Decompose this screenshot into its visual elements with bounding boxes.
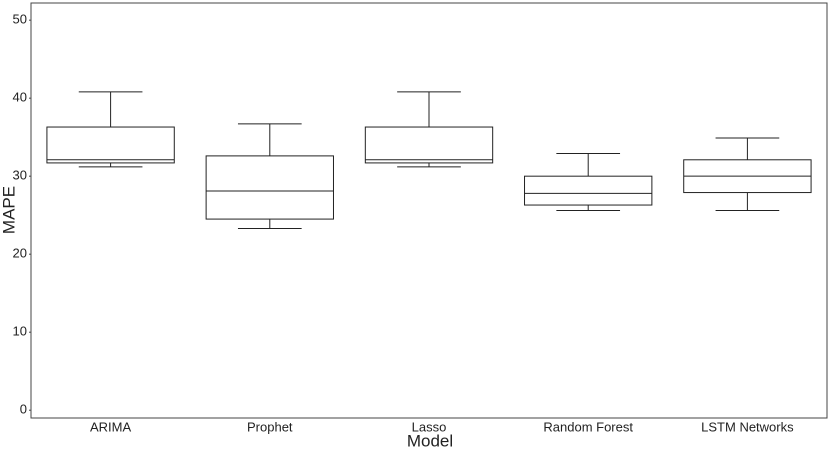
- box: [524, 175, 653, 206]
- x-tick-label: Prophet: [247, 419, 293, 434]
- plot-frame: [30, 2, 828, 419]
- y-tick-label: 10: [13, 324, 27, 339]
- x-tick-label: ARIMA: [90, 419, 132, 434]
- y-axis-title: MAPE: [0, 186, 18, 234]
- x-tick-label: Random Forest: [543, 419, 633, 434]
- box: [364, 126, 494, 164]
- y-tick-label: 30: [13, 168, 27, 183]
- box: [46, 126, 175, 164]
- y-tick-label: 50: [13, 12, 27, 27]
- x-tick-label: Lasso: [412, 419, 447, 434]
- x-tick-label: LSTM Networks: [701, 419, 794, 434]
- box: [205, 155, 334, 220]
- y-tick-label: 40: [13, 90, 27, 105]
- y-tick-label: 20: [13, 246, 27, 261]
- y-tick-label: 0: [20, 402, 27, 417]
- x-axis-title: Model: [407, 431, 453, 450]
